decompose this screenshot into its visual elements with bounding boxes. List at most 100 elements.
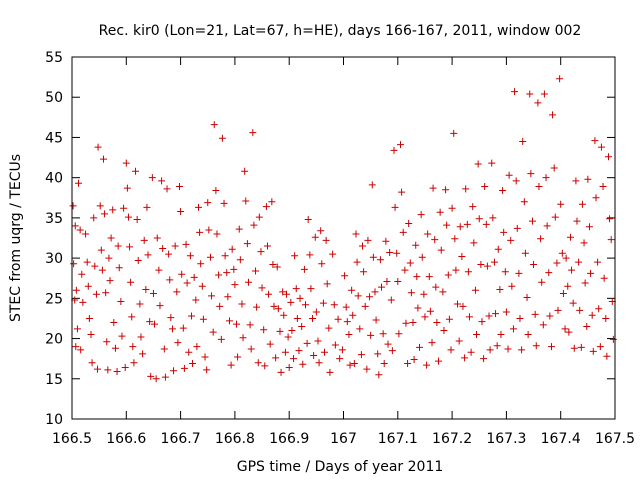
x-tick-labels: 166.5 166.6 166.7 166.8 166.9 167 167.1 167.2 16… [52,431,635,447]
data-point [190,273,198,281]
data-point [182,240,190,248]
data-point [462,185,470,193]
data-point [160,345,168,353]
data-point [596,343,604,351]
data-point [404,359,412,367]
data-point [447,346,455,354]
y-tick-label: 50 [45,90,63,106]
data-point [241,167,249,175]
y-tick-label: 10 [45,412,63,428]
data-point [450,129,458,137]
data-point [407,289,415,297]
data-point [258,284,266,292]
data-point [253,303,261,311]
x-tick-label: 166.9 [269,431,309,447]
data-point [126,243,134,251]
data-point [465,313,473,321]
data-point [540,90,548,98]
data-point [236,256,244,264]
data-point [238,300,246,308]
data-point [322,236,330,244]
data-point [576,306,584,314]
data-point [490,258,498,266]
data-point [295,347,303,355]
data-point [90,214,98,222]
data-point [244,278,252,286]
data-point [129,343,137,351]
x-tick-label: 166.7 [161,431,201,447]
data-point [230,265,238,273]
data-point [588,311,596,319]
data-point [247,345,255,353]
data-point [326,368,334,376]
y-tick-label: 35 [45,211,63,227]
data-point [530,261,538,269]
data-point [97,246,105,254]
data-point [218,134,226,142]
data-point [455,337,463,345]
data-point [206,253,214,261]
y-tick-label: 40 [45,171,63,187]
data-point [88,359,96,367]
data-point [606,215,614,223]
data-point [402,319,410,327]
data-point [134,257,142,265]
data-point [266,340,274,348]
data-point [545,269,553,277]
data-point [526,90,534,98]
data-point [330,301,338,309]
data-point [471,286,479,294]
x-tick-label: 166.8 [215,431,255,447]
data-point [255,213,263,221]
data-point [359,242,367,250]
data-point [599,183,607,191]
data-point [334,315,342,323]
data-point [72,343,80,351]
data-point [406,259,414,267]
data-point [262,203,270,211]
data-point [165,250,173,258]
data-point [176,183,184,191]
plot-frame [71,56,616,420]
x-tick-label: 167.5 [595,431,635,447]
data-point [153,234,161,242]
data-point [443,221,451,229]
data-point [604,153,612,161]
data-point [104,366,112,374]
data-point [426,307,434,315]
data-point [70,260,78,268]
y-axis-label: STEC from uqrg / TECUs [8,154,24,322]
data-point [594,258,602,266]
data-point [285,364,293,372]
data-point [319,299,327,307]
data-point [76,226,84,234]
data-point [478,318,486,326]
data-point [474,160,482,168]
data-point [524,331,532,339]
data-point [566,233,574,241]
data-point [338,346,346,354]
data-point [168,325,176,333]
data-point [274,305,282,313]
data-point [216,302,224,310]
data-point [291,252,299,260]
data-point [343,318,351,326]
data-point [155,266,163,274]
chart-title: Rec. kir0 (Lon=21, Lat=67, h=HE), days 1… [99,23,582,39]
data-point [531,310,539,318]
data-point [369,253,377,261]
data-point [557,200,565,208]
data-point [281,348,289,356]
data-point [384,340,392,348]
data-point [520,198,528,206]
data-point [504,345,512,353]
data-point [425,273,433,281]
data-point [250,221,258,229]
data-point [568,266,576,274]
data-point [463,220,471,228]
data-point [464,268,472,276]
data-point [386,248,394,256]
data-point [263,242,271,250]
data-point [584,175,592,183]
data-point [234,353,242,361]
